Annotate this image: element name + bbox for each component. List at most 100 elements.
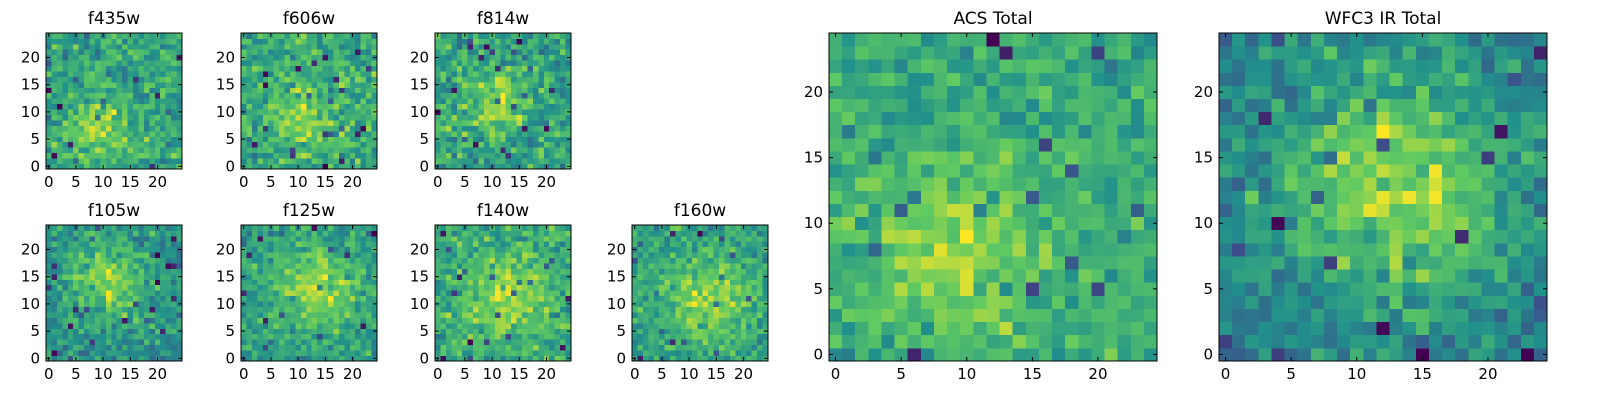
axes-frame [434,224,572,362]
heatmap-cell [251,54,258,61]
heatmap-cell [659,350,666,356]
heatmap-cell [165,141,172,148]
heatmap-cell [505,295,512,302]
heatmap-cell [89,130,96,137]
heatmap-cell [279,103,285,110]
heatmap-cell [289,295,296,302]
heatmap-cell [1117,229,1132,244]
heatmap-cell [338,109,345,115]
heatmap-cell [532,76,539,83]
heatmap-cell [543,114,550,121]
heatmap-cell [78,158,85,164]
heatmap-cell [160,339,167,346]
heatmap-cell [543,263,550,269]
heatmap-cell [105,98,112,105]
heatmap-cell [686,273,693,280]
heatmap-cell [702,328,709,335]
heatmap-cell [322,109,329,115]
heatmap-cell [697,317,704,324]
heatmap-cell [659,328,666,335]
heatmap-cell [462,136,469,143]
heatmap-cell [51,284,58,291]
heatmap-cell [494,125,501,132]
heatmap-cell [143,268,150,275]
heatmap-cell [746,268,753,275]
heatmap-cell [257,81,264,88]
heatmap-cell [122,273,128,280]
heatmap-cell [46,130,52,137]
heatmap-cell [456,246,463,253]
heatmap-cell [445,71,452,77]
heatmap-cell [295,103,302,110]
heatmap-cell [251,339,258,346]
heatmap-cell [451,81,458,88]
heatmap-cell [311,279,318,286]
heatmap-cell [947,334,961,349]
heatmap-cell [565,130,572,137]
heatmap-cell [462,98,469,105]
heatmap-cell [149,147,156,154]
heatmap-cell [702,301,709,307]
heatmap-cell [257,109,264,115]
heatmap-cell [637,235,644,242]
x-tick-label: 15 [121,173,140,191]
heatmap-cell [349,306,356,313]
heatmap-cell [355,339,362,346]
heatmap-cell [268,252,275,259]
heatmap-cell [445,38,452,45]
heatmap-cell [78,252,85,259]
heatmap-cell [511,71,517,77]
heatmap-cell [111,120,118,126]
heatmap-cell [89,252,96,259]
heatmap-cell [522,65,528,72]
heatmap-cell [122,130,128,137]
heatmap-cell [317,125,323,132]
heatmap-cell [268,49,275,56]
heatmap-cell [160,279,167,286]
heatmap-cell [478,103,485,110]
heatmap-cell [311,114,318,121]
heatmap-cell [565,252,572,259]
heatmap-cell [664,230,671,237]
heatmap-cell [527,38,534,45]
heatmap-cell [133,225,139,231]
heatmap-cell [522,273,528,280]
heatmap-cell [257,273,264,280]
heatmap-cell [697,290,704,297]
heatmap-cell [478,350,485,356]
heatmap-cell [246,322,253,329]
heatmap-cell [51,152,58,159]
heatmap-cell [317,252,323,259]
heatmap-cell [686,268,693,275]
heatmap-cell [505,130,512,137]
heatmap-cell [73,43,80,50]
heatmap-cell [933,216,948,231]
heatmap-cell [154,87,161,94]
heatmap-cell [554,120,561,126]
heatmap-cell [435,306,441,313]
heatmap-cell [251,49,258,56]
heatmap-cell [268,301,275,307]
heatmap-cell [355,355,362,362]
heatmap-cell [360,114,367,121]
heatmap-cell [138,136,145,143]
heatmap-cell [273,92,280,99]
heatmap-cell [489,273,496,280]
heatmap-cell [154,103,161,110]
heatmap-cell [751,235,758,242]
heatmap-cell [171,158,177,164]
heatmap-cell [105,163,112,170]
heatmap-cell [522,152,528,159]
heatmap-cell [322,322,329,329]
heatmap-cell [279,284,285,291]
heatmap-cell [445,355,452,362]
heatmap-cell [538,350,545,356]
heatmap-cell [467,120,474,126]
x-tick-label: 5 [657,365,667,383]
heatmap-cell [440,152,447,159]
heatmap-cell [84,355,90,362]
heatmap-cell [51,71,58,77]
heatmap-cell [659,246,666,253]
heatmap-cell [149,333,156,340]
heatmap-cell [122,322,128,329]
